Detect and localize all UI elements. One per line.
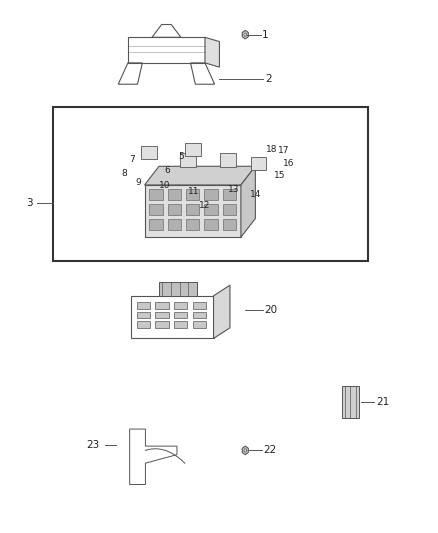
Bar (155, 312, 169, 318)
Text: 17: 17 (278, 146, 290, 155)
Bar (141, 146, 157, 159)
Text: 21: 21 (376, 398, 389, 407)
Bar (223, 204, 236, 215)
Bar (186, 204, 199, 215)
Text: 1: 1 (262, 30, 268, 39)
Text: 10: 10 (159, 181, 170, 190)
Polygon shape (241, 166, 255, 237)
Bar (223, 189, 236, 200)
Bar (168, 204, 181, 215)
Text: 3: 3 (26, 198, 33, 207)
Polygon shape (159, 282, 197, 296)
Text: 7: 7 (130, 156, 135, 164)
Bar (149, 204, 163, 215)
Polygon shape (145, 166, 255, 185)
Bar (155, 321, 169, 328)
Bar (223, 219, 236, 230)
Text: 18: 18 (266, 145, 277, 154)
Text: 8: 8 (122, 169, 127, 177)
Text: 6: 6 (164, 166, 170, 175)
Bar (155, 302, 169, 309)
Bar (204, 219, 218, 230)
Text: 23: 23 (87, 440, 100, 450)
Text: 22: 22 (263, 446, 276, 455)
Bar (193, 312, 206, 318)
Polygon shape (242, 30, 248, 39)
Text: 14: 14 (250, 190, 261, 199)
Bar (174, 321, 187, 328)
Text: 20: 20 (264, 305, 277, 315)
Bar (174, 302, 187, 309)
Bar (186, 189, 199, 200)
Bar (193, 321, 206, 328)
Bar (168, 189, 181, 200)
Bar (186, 219, 199, 230)
Text: 16: 16 (283, 159, 294, 168)
Bar (168, 219, 181, 230)
Polygon shape (205, 37, 219, 67)
Bar (193, 302, 206, 309)
Bar (137, 312, 150, 318)
Polygon shape (214, 285, 230, 338)
Text: 2: 2 (265, 74, 272, 84)
Bar (180, 153, 196, 167)
Bar (220, 153, 236, 167)
Bar (204, 189, 218, 200)
Bar (174, 312, 187, 318)
Polygon shape (242, 446, 248, 455)
Text: 13: 13 (228, 185, 239, 193)
Bar (137, 302, 150, 309)
Bar (251, 157, 266, 171)
Text: 5: 5 (179, 152, 184, 161)
Bar (53, 107, 368, 261)
Bar (185, 142, 201, 156)
Bar (204, 204, 218, 215)
Bar (149, 189, 163, 200)
Bar (137, 321, 150, 328)
Text: 11: 11 (188, 188, 200, 196)
Text: 9: 9 (136, 179, 141, 187)
Text: 15: 15 (274, 172, 285, 180)
Bar (342, 386, 359, 418)
Polygon shape (145, 185, 241, 237)
Text: 12: 12 (199, 201, 211, 210)
Bar (149, 219, 163, 230)
